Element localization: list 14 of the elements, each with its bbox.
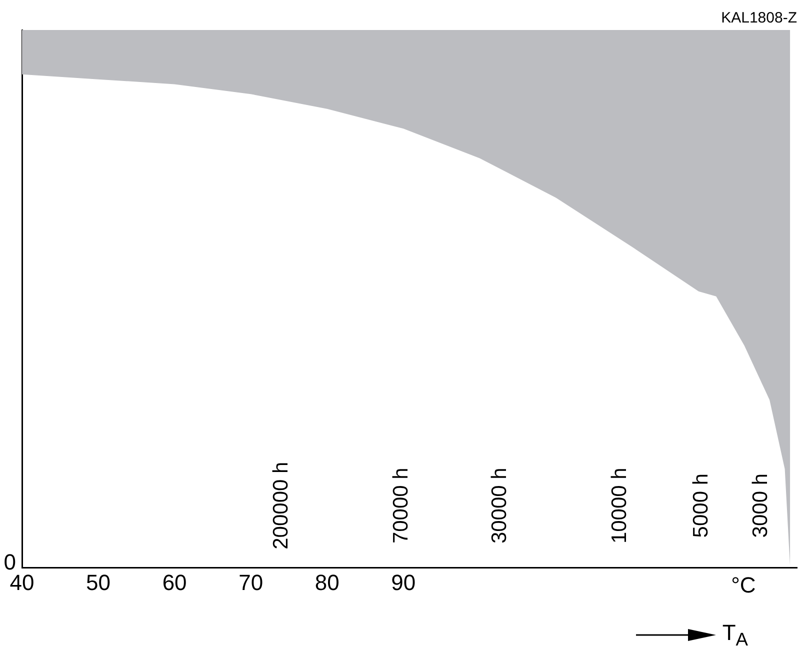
annotation: 30000 h: [488, 468, 511, 544]
annotation: 3000 h: [749, 473, 772, 538]
annotation: 10000 h: [608, 468, 632, 544]
text: °C: [731, 572, 756, 598]
x-axis-title: T$_{A}$: [722, 620, 748, 650]
annotation: 200000 h: [269, 462, 292, 550]
x-tick-label: 50: [86, 570, 111, 595]
x-tick-label: 70: [238, 570, 264, 595]
x-tick-label: 60: [162, 570, 187, 595]
x-tick-label: 90: [391, 570, 416, 595]
x-tick-label: 80: [314, 570, 340, 595]
text: KAL1808-Z: [721, 10, 797, 27]
annotation: 5000 h: [689, 473, 712, 538]
annotation: 70000 h: [390, 468, 413, 544]
